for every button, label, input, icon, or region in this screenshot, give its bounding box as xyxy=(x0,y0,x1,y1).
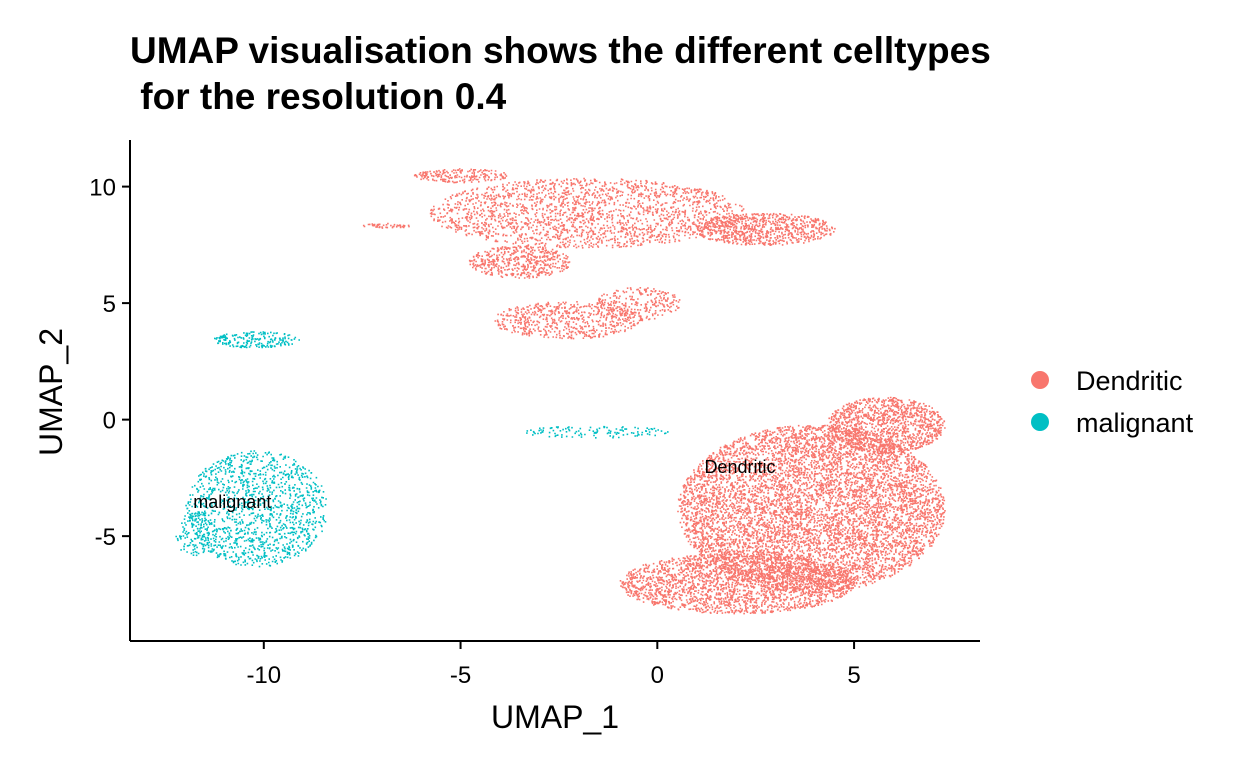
y-tick-label: 0 xyxy=(103,408,116,435)
axes: -10 -5 0 5 -5 0 5 10 xyxy=(89,140,980,689)
series-dendritic xyxy=(362,168,946,615)
scatter-points xyxy=(175,168,946,615)
x-ticks: -10 -5 0 5 xyxy=(246,641,861,689)
point-cloud-dendritic-7 xyxy=(596,287,681,321)
point-cloud-dendritic-0 xyxy=(677,424,946,594)
point-cloud-dendritic-3 xyxy=(429,177,745,249)
point-cloud-malignant-2 xyxy=(214,331,300,349)
legend-label-dendritic: Dendritic xyxy=(1076,366,1183,396)
point-cloud-dendritic-4 xyxy=(694,212,836,246)
legend-label-malignant: malignant xyxy=(1076,408,1194,438)
point-cloud-malignant-1 xyxy=(175,510,214,557)
point-cloud-malignant-3 xyxy=(526,425,669,439)
y-tick-label: 5 xyxy=(103,291,116,318)
x-tick-label: 5 xyxy=(847,662,860,689)
point-cloud-dendritic-9 xyxy=(362,222,410,229)
y-ticks: -5 0 5 10 xyxy=(89,175,130,551)
series-malignant xyxy=(175,331,669,568)
y-tick-label: 10 xyxy=(89,175,116,202)
point-cloud-dendritic-8 xyxy=(413,168,508,184)
point-cloud-dendritic-6 xyxy=(494,301,644,340)
legend-swatch-dendritic xyxy=(1031,371,1049,389)
legend: Dendritic malignant xyxy=(1031,366,1194,438)
x-tick-label: -5 xyxy=(450,662,471,689)
cluster-label-malignant: malignant xyxy=(193,492,271,512)
point-cloud-dendritic-5 xyxy=(468,245,571,279)
chart-title: UMAP visualisation shows the different c… xyxy=(130,30,991,117)
y-tick-label: -5 xyxy=(95,524,116,551)
x-axis-title: UMAP_1 xyxy=(491,699,619,735)
point-cloud-dendritic-2 xyxy=(826,396,946,454)
x-tick-label: 0 xyxy=(651,662,664,689)
point-cloud-dendritic-1 xyxy=(619,552,856,615)
cluster-labels: Dendritic malignant xyxy=(193,457,775,512)
point-cloud-malignant-0 xyxy=(185,450,327,568)
y-axis-title: UMAP_2 xyxy=(33,328,69,456)
cluster-label-dendritic: Dendritic xyxy=(704,457,775,477)
legend-swatch-malignant xyxy=(1031,413,1049,431)
x-tick-label: -10 xyxy=(246,662,281,689)
